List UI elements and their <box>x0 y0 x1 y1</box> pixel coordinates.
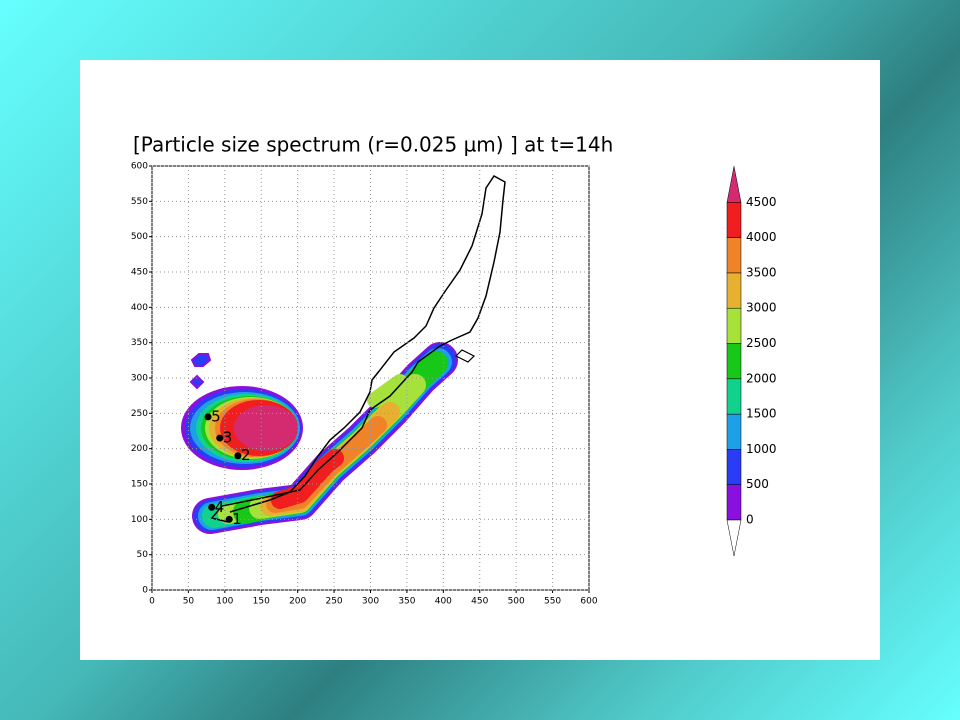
y-tick-label: 500 <box>131 232 148 242</box>
contour-fields <box>181 175 506 534</box>
colorbar-segment <box>726 413 742 450</box>
y-tick-label: 150 <box>131 480 148 490</box>
colorbar-label: 4500 <box>746 195 777 209</box>
x-tick-label: 100 <box>216 597 233 607</box>
colorbar-segment <box>726 449 742 485</box>
colorbar-label: 0 <box>746 513 754 527</box>
y-tick-label: 550 <box>131 197 148 207</box>
y-tick-label: 250 <box>131 409 148 419</box>
x-tick-label: 450 <box>471 597 488 607</box>
panel <box>80 60 880 660</box>
x-tick-label: 400 <box>435 597 452 607</box>
station-label: 4 <box>215 498 225 516</box>
y-tick-label: 300 <box>131 374 148 384</box>
colorbar-over <box>726 166 742 203</box>
colorbar-label: 1000 <box>746 442 777 456</box>
y-tick-label: 0 <box>142 586 148 596</box>
colorbar-label: 1500 <box>746 407 777 421</box>
x-tick-label: 500 <box>508 597 525 607</box>
y-tick-label: 200 <box>131 444 148 454</box>
y-tick-label: 50 <box>137 550 149 560</box>
colorbar-under <box>726 519 742 557</box>
station-point <box>208 503 216 511</box>
colorbar-segment <box>726 307 742 344</box>
colorbar-label: 2500 <box>746 336 777 350</box>
x-tick-label: 50 <box>183 597 195 607</box>
x-tick-label: 600 <box>580 597 597 607</box>
y-tick-label: 400 <box>131 303 148 313</box>
x-tick-label: 0 <box>149 597 155 607</box>
station-point <box>225 515 233 523</box>
chart-title: [Particle size spectrum (r=0.025 µm) ] a… <box>133 133 613 157</box>
x-tick-label: 250 <box>325 597 342 607</box>
colorbar-segment <box>726 378 742 415</box>
x-tick-label: 300 <box>362 597 379 607</box>
colorbar-segment <box>726 484 742 521</box>
colorbar-segment <box>726 272 742 309</box>
colorbar-segment <box>726 343 742 380</box>
station-label: 3 <box>223 429 233 447</box>
colorbar-label: 500 <box>746 477 769 491</box>
colorbar-segment <box>726 202 742 238</box>
colorbar-label: 3000 <box>746 301 777 315</box>
y-tick-label: 600 <box>131 162 148 172</box>
y-tick-label: 450 <box>131 268 148 278</box>
y-tick-label: 100 <box>131 515 148 525</box>
colorbar-label: 3500 <box>746 265 777 279</box>
x-tick-label: 150 <box>253 597 270 607</box>
y-tick-label: 350 <box>131 338 148 348</box>
x-tick-label: 200 <box>289 597 306 607</box>
colorbar-label: 2000 <box>746 371 777 385</box>
x-tick-label: 350 <box>398 597 415 607</box>
station-label: 5 <box>211 407 221 425</box>
station-point <box>204 413 212 421</box>
station-point <box>216 434 224 442</box>
x-tick-label: 550 <box>544 597 561 607</box>
station-label: 2 <box>241 446 251 464</box>
station-label: 1 <box>232 510 242 528</box>
colorbar-label: 4000 <box>746 230 777 244</box>
station-point <box>234 452 242 460</box>
colorbar-segment <box>726 237 742 274</box>
